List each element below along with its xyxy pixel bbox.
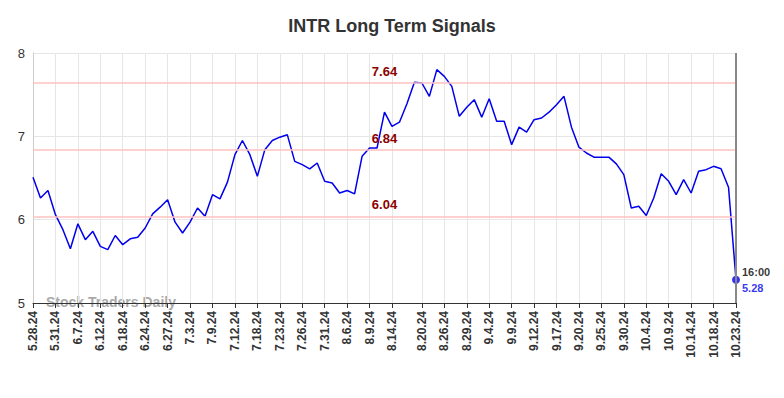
svg-text:7.12.24: 7.12.24 [228,311,242,351]
svg-text:8.9.24: 8.9.24 [363,311,377,345]
svg-text:10.14.24: 10.14.24 [684,311,698,358]
svg-text:9.30.24: 9.30.24 [617,311,631,351]
svg-text:6.12.24: 6.12.24 [93,311,107,351]
svg-text:6: 6 [18,212,25,227]
svg-text:10.23.24: 10.23.24 [729,311,743,358]
svg-text:6.27.24: 6.27.24 [161,311,175,351]
svg-text:9.4.24: 9.4.24 [482,311,496,345]
svg-text:5.31.24: 5.31.24 [48,311,62,351]
svg-text:6.04: 6.04 [372,197,398,212]
svg-text:7.18.24: 7.18.24 [250,311,264,351]
svg-text:9.17.24: 9.17.24 [550,311,564,351]
svg-text:8.14.24: 8.14.24 [385,311,399,351]
svg-text:5: 5 [18,296,25,311]
svg-text:5.28: 5.28 [742,282,763,294]
svg-text:6.7.24: 6.7.24 [71,311,85,345]
svg-text:10.4.24: 10.4.24 [639,311,653,351]
svg-text:9.9.24: 9.9.24 [505,311,519,345]
svg-text:7.3.24: 7.3.24 [183,311,197,345]
svg-text:INTR Long Term Signals: INTR Long Term Signals [288,16,496,36]
svg-text:6.84: 6.84 [372,131,398,146]
svg-text:16:00: 16:00 [742,266,770,278]
svg-text:7: 7 [18,129,25,144]
svg-text:7.64: 7.64 [372,64,398,79]
svg-text:7.9.24: 7.9.24 [205,311,219,345]
svg-text:8.26.24: 8.26.24 [437,311,451,351]
svg-text:8.29.24: 8.29.24 [460,311,474,351]
svg-text:9.12.24: 9.12.24 [527,311,541,351]
svg-text:7.26.24: 7.26.24 [295,311,309,351]
svg-text:9.25.24: 9.25.24 [594,311,608,351]
svg-text:8: 8 [18,46,25,61]
svg-text:10.18.24: 10.18.24 [707,311,721,358]
svg-text:8.20.24: 8.20.24 [415,311,429,351]
svg-text:6.24.24: 6.24.24 [138,311,152,351]
svg-text:5.28.24: 5.28.24 [26,311,40,351]
svg-text:10.9.24: 10.9.24 [662,311,676,351]
svg-text:6.18.24: 6.18.24 [116,311,130,351]
svg-text:9.20.24: 9.20.24 [572,311,586,351]
svg-text:7.31.24: 7.31.24 [318,311,332,351]
svg-text:7.23.24: 7.23.24 [273,311,287,351]
svg-text:8.6.24: 8.6.24 [340,311,354,345]
svg-text:Stock Traders Daily: Stock Traders Daily [46,294,176,310]
